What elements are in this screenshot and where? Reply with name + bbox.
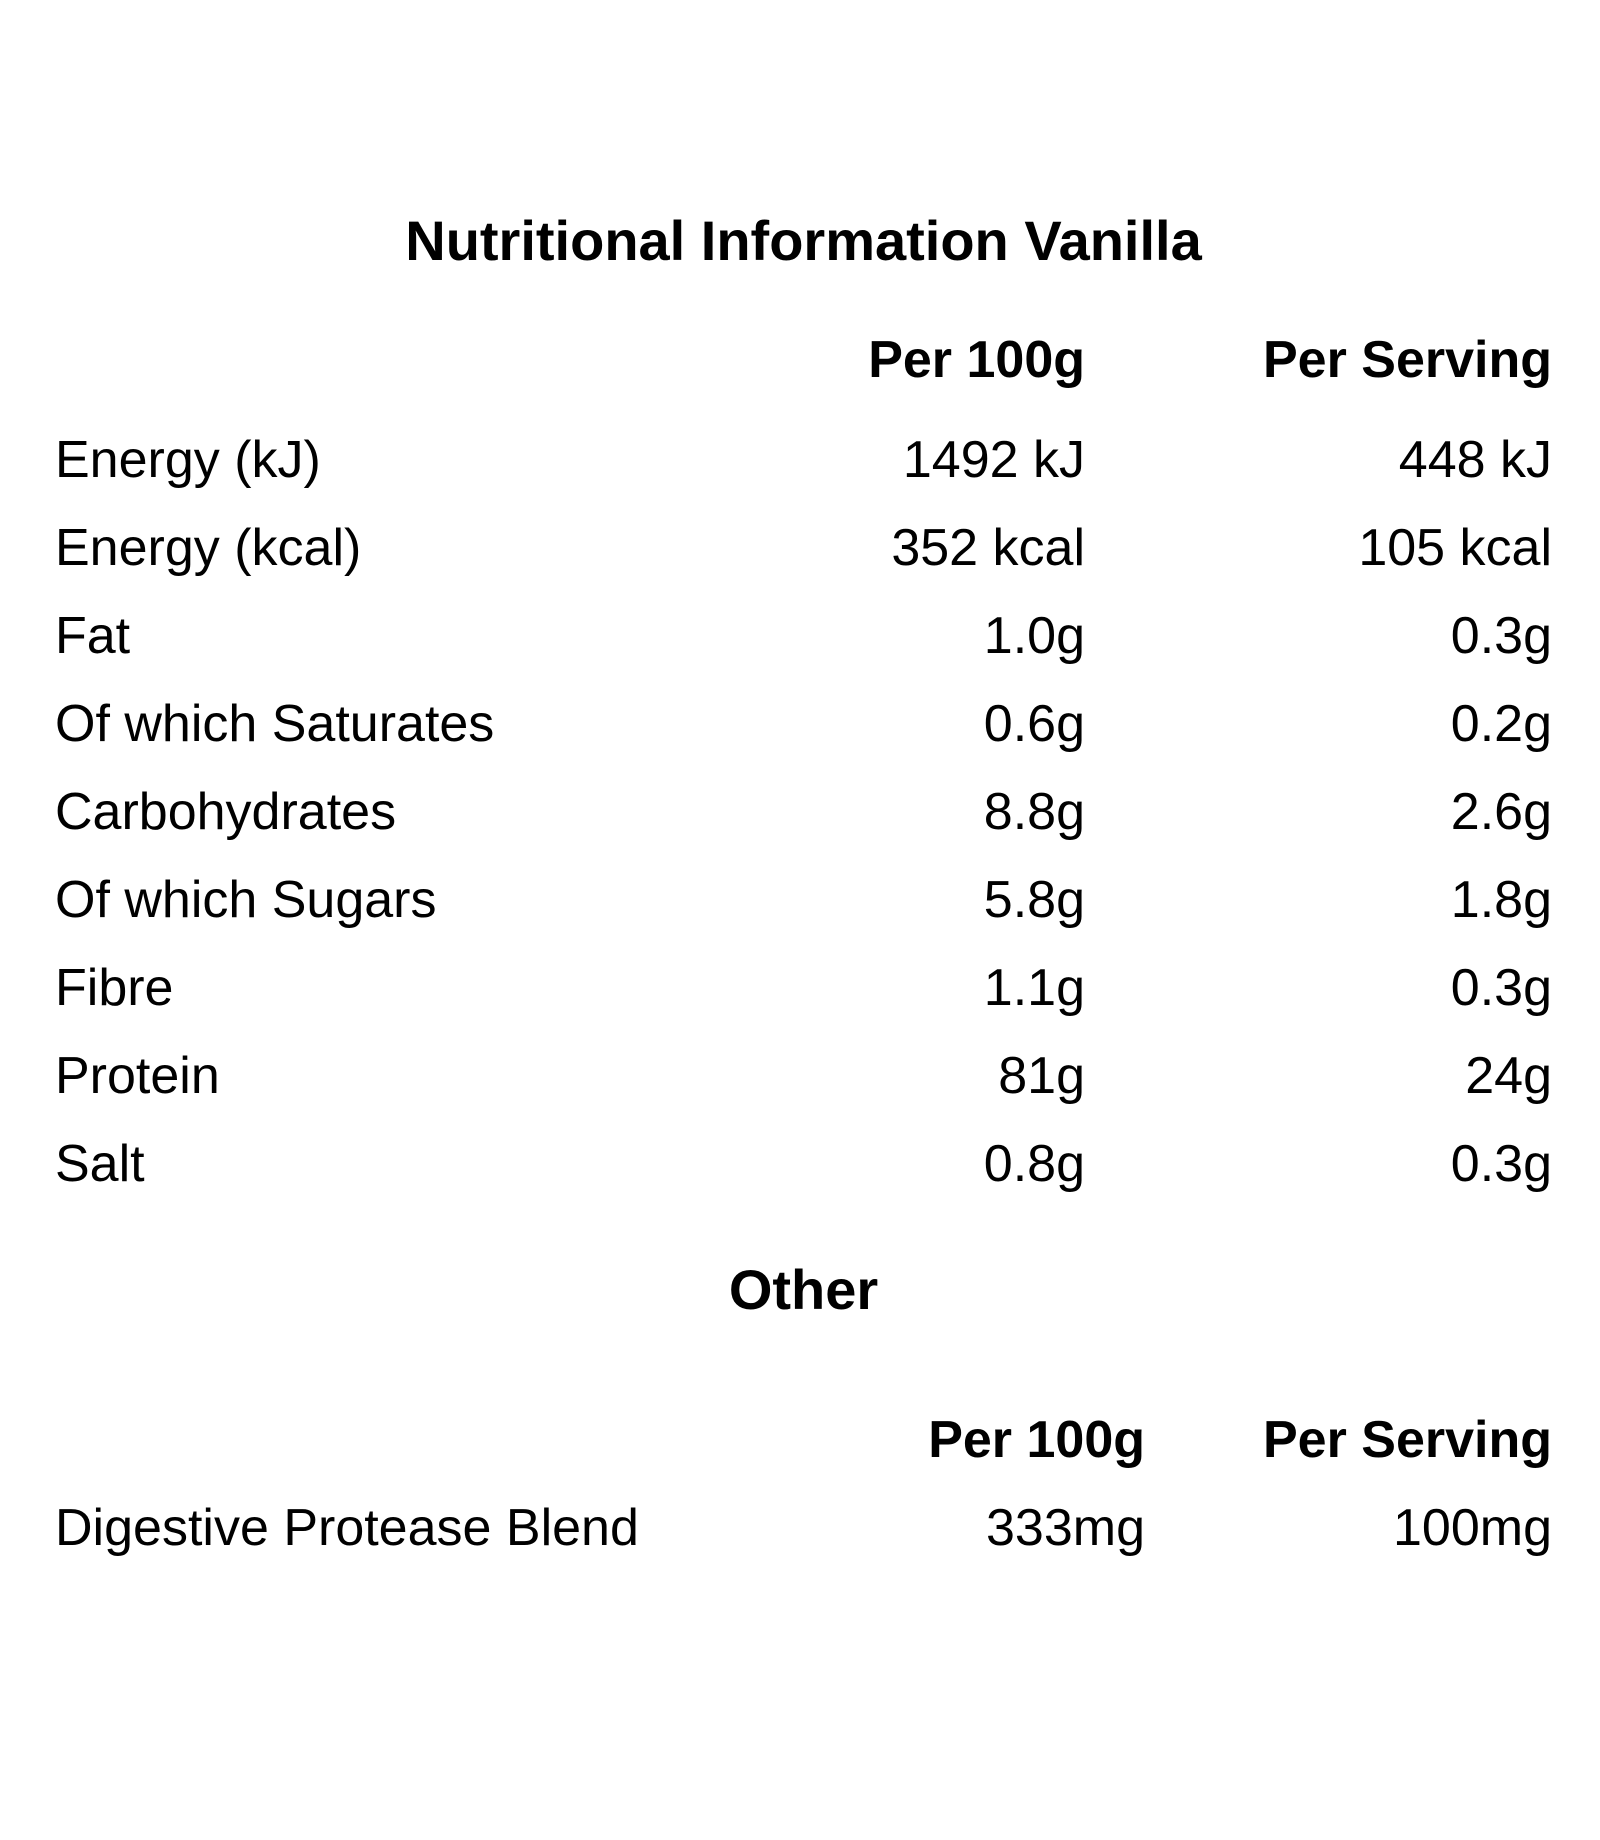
per-serving-value: 1.8g: [1450, 871, 1552, 929]
per-100g-value: 1.0g: [983, 607, 1085, 665]
nutrient-label: Carbohydrates: [55, 783, 397, 841]
per-100g-value: 333mg: [986, 1499, 1145, 1557]
per-100g-value: 5.8g: [983, 871, 1085, 929]
table-row-energy-kj: Energy (kJ) 1492 kJ 448 kJ: [55, 416, 1552, 504]
page-title: Nutritional Information Vanilla: [405, 209, 1202, 272]
nutrition-panel: Nutritional Information Vanilla Per 100g…: [55, 209, 1552, 1572]
per-serving-value: 2.6g: [1450, 783, 1552, 841]
table-row-sugars: Of which Sugars 5.8g 1.8g: [55, 856, 1552, 944]
per-serving-value: 0.2g: [1450, 695, 1552, 753]
per-100g-value: 81g: [998, 1047, 1085, 1105]
nutrient-label: Digestive Protease Blend: [55, 1499, 639, 1557]
column-header-per-100g: Per 100g: [868, 331, 1085, 389]
per-serving-value: 0.3g: [1450, 1135, 1552, 1193]
nutrient-label: Fat: [55, 607, 131, 665]
table-row-fibre: Fibre 1.1g 0.3g: [55, 944, 1552, 1032]
table-row-salt: Salt 0.8g 0.3g: [55, 1120, 1552, 1208]
column-header-per-100g: Per 100g: [928, 1411, 1145, 1469]
per-serving-value: 100mg: [1393, 1499, 1552, 1557]
column-header-per-serving: Per Serving: [1262, 331, 1552, 389]
nutrient-label: Energy (kJ): [55, 431, 321, 489]
table-row-saturates: Of which Saturates 0.6g 0.2g: [55, 680, 1552, 768]
nutrient-label: Energy (kcal): [55, 519, 362, 577]
per-serving-value: 0.3g: [1450, 959, 1552, 1017]
nutrition-table: Per 100g Per Serving Energy (kJ) 1492 kJ…: [55, 316, 1552, 1208]
nutrient-label: Salt: [55, 1135, 145, 1193]
column-header-per-serving: Per Serving: [1262, 1411, 1552, 1469]
table-row-energy-kcal: Energy (kcal) 352 kcal 105 kcal: [55, 504, 1552, 592]
other-table-header-row: Per 100g Per Serving: [55, 1396, 1552, 1484]
per-serving-value: 105 kcal: [1358, 519, 1552, 577]
per-100g-value: 352 kcal: [891, 519, 1085, 577]
nutrient-label: Of which Saturates: [55, 695, 495, 753]
header-gap: [55, 404, 1552, 416]
per-100g-value: 0.8g: [983, 1135, 1085, 1193]
nutrition-table-header-row: Per 100g Per Serving: [55, 316, 1552, 404]
per-100g-value: 1492 kJ: [902, 431, 1085, 489]
per-100g-value: 1.1g: [983, 959, 1085, 1017]
per-100g-value: 0.6g: [983, 695, 1085, 753]
per-serving-value: 448 kJ: [1398, 431, 1552, 489]
table-row-carbohydrates: Carbohydrates 8.8g 2.6g: [55, 768, 1552, 856]
table-row-digestive-protease-blend: Digestive Protease Blend 333mg 100mg: [55, 1484, 1552, 1572]
nutrient-label: Protein: [55, 1047, 220, 1105]
nutrient-label: Fibre: [55, 959, 174, 1017]
per-100g-value: 8.8g: [983, 783, 1085, 841]
per-serving-value: 24g: [1465, 1047, 1552, 1105]
table-row-protein: Protein 81g 24g: [55, 1032, 1552, 1120]
other-table: Per 100g Per Serving Digestive Protease …: [55, 1396, 1552, 1572]
table-row-fat: Fat 1.0g 0.3g: [55, 592, 1552, 680]
per-serving-value: 0.3g: [1450, 607, 1552, 665]
other-section-heading: Other: [728, 1258, 879, 1321]
nutrient-label: Of which Sugars: [55, 871, 437, 929]
